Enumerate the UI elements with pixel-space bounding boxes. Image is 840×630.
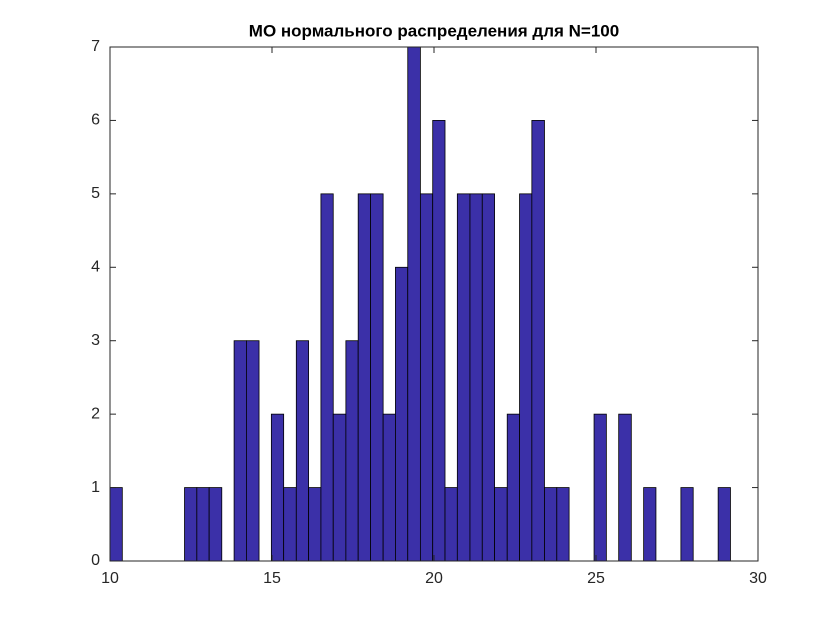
bar (717, 487, 731, 562)
x-tick-label: 20 (425, 570, 443, 587)
bar (444, 487, 458, 562)
x-tick-label: 15 (263, 570, 281, 587)
bar (283, 487, 297, 562)
bar (593, 413, 607, 562)
bar (618, 413, 632, 562)
bar (544, 487, 558, 562)
bar (109, 487, 123, 562)
y-tick-label: 0 (91, 552, 100, 569)
bar (320, 193, 334, 562)
bar (370, 193, 384, 562)
bar (506, 413, 520, 562)
y-tick-label: 7 (91, 38, 100, 55)
bar (519, 193, 533, 562)
bar (494, 487, 508, 562)
bar (382, 413, 396, 562)
bar (643, 487, 657, 562)
bar (270, 413, 285, 562)
bar (469, 193, 483, 562)
bar (357, 193, 371, 562)
x-tick-label: 25 (587, 570, 605, 587)
y-tick-label: 2 (91, 405, 100, 422)
bar (456, 193, 471, 562)
chart-title: МО нормального распределения для N=100 (249, 21, 619, 40)
bar (308, 487, 322, 562)
bar (345, 340, 359, 562)
bar (395, 266, 409, 562)
y-tick-label: 3 (91, 332, 100, 349)
bar (680, 487, 694, 562)
bar (208, 487, 223, 562)
bar (196, 487, 210, 562)
bar (407, 46, 421, 562)
y-tick-label: 1 (91, 479, 100, 496)
bar (233, 340, 247, 562)
bar (556, 487, 570, 562)
x-tick-label: 10 (101, 570, 119, 587)
bar (419, 193, 434, 562)
bar (332, 413, 347, 562)
bar (184, 487, 198, 562)
bar (295, 340, 310, 562)
bar (481, 193, 495, 562)
y-tick-label: 6 (91, 112, 100, 129)
x-tick-label: 30 (749, 570, 767, 587)
bar (531, 120, 545, 562)
bar (432, 120, 446, 562)
y-tick-label: 4 (91, 259, 100, 276)
bar (246, 340, 260, 562)
y-tick-label: 5 (91, 185, 100, 202)
